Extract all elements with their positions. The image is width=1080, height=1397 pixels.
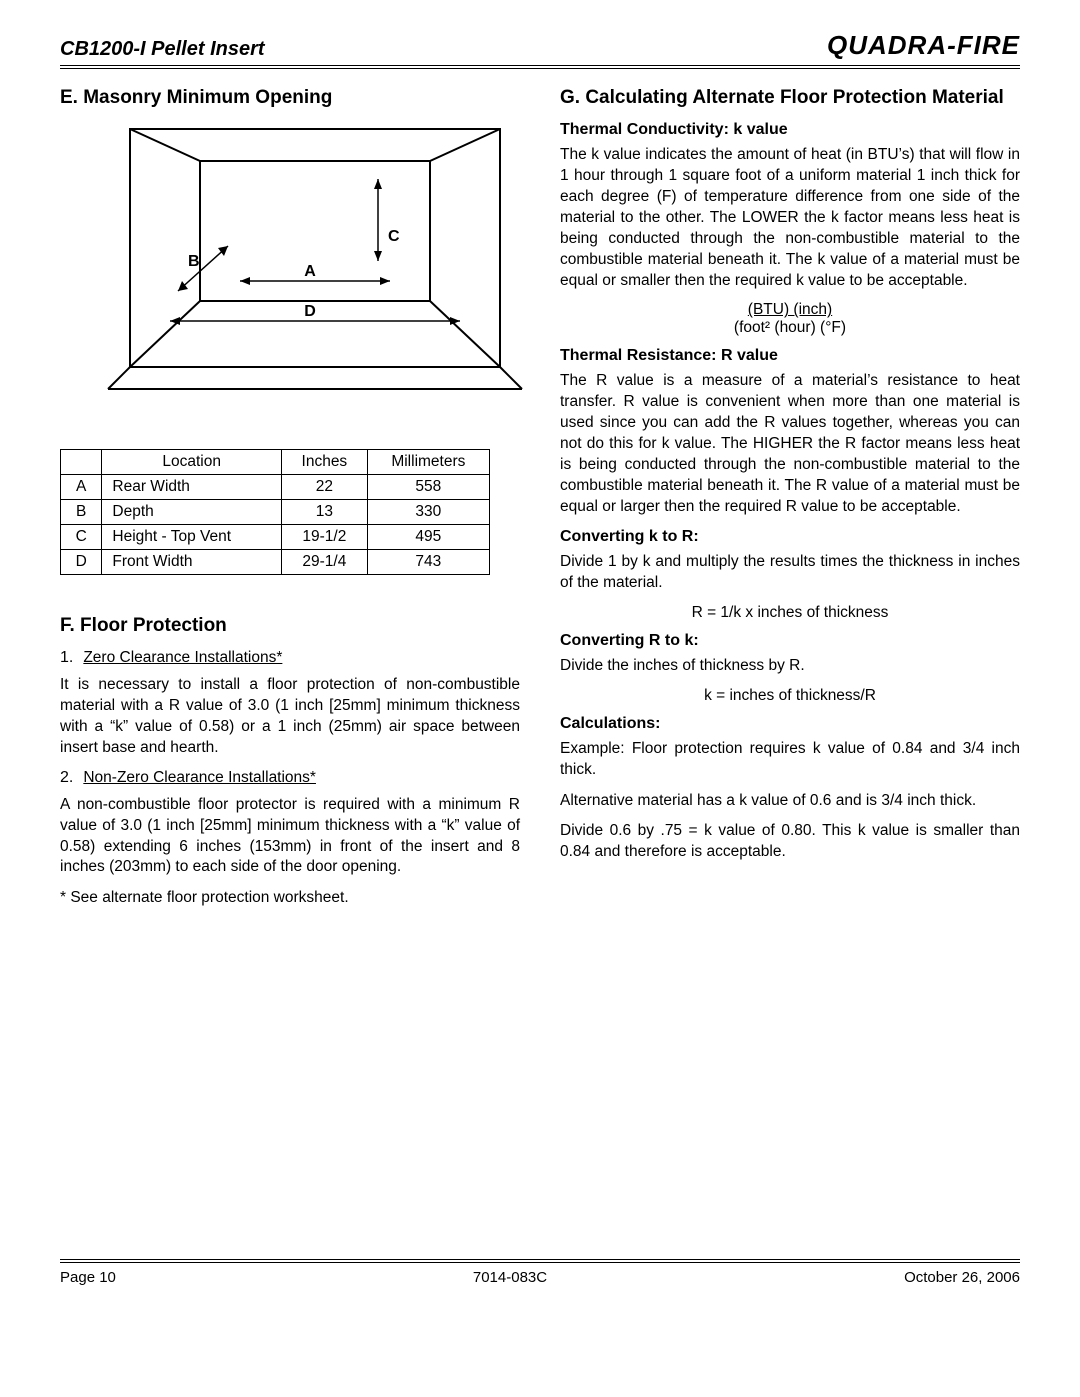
table-row: A Rear Width 22 558 (61, 475, 490, 500)
cell-mm: 743 (367, 550, 489, 575)
col-location: Location (102, 450, 282, 475)
dimensions-table: Location Inches Millimeters A Rear Width… (60, 449, 490, 575)
calc-heading: Calculations: (560, 715, 1020, 733)
col-mm: Millimeters (367, 450, 489, 475)
f2-item: 2. Non-Zero Clearance Installations* (60, 769, 520, 787)
table-row: D Front Width 29-1/4 743 (61, 550, 490, 575)
cell-in: 22 (281, 475, 367, 500)
rtok-heading: Converting R to k: (560, 632, 1020, 650)
cell-key: D (61, 550, 102, 575)
f1-number: 1. (60, 649, 73, 667)
masonry-diagram: A B C D (60, 121, 520, 431)
col-key (61, 450, 102, 475)
cell-loc: Rear Width (102, 475, 282, 500)
ktor-body: Divide 1 by k and multiply the results t… (560, 552, 1020, 594)
cell-loc: Depth (102, 500, 282, 525)
tr-heading: Thermal Resistance: R value (560, 347, 1020, 365)
cell-key: A (61, 475, 102, 500)
cell-mm: 495 (367, 525, 489, 550)
tc-formula-bot: (foot² (hour) (°F) (734, 319, 846, 336)
ktor-heading: Converting k to R: (560, 528, 1020, 546)
ktor-formula: R = 1/k x inches of thickness (560, 604, 1020, 622)
cell-key: B (61, 500, 102, 525)
tc-body: The k value indicates the amount of heat… (560, 145, 1020, 291)
cell-in: 13 (281, 500, 367, 525)
f2-number: 2. (60, 769, 73, 787)
cell-mm: 330 (367, 500, 489, 525)
cell-mm: 558 (367, 475, 489, 500)
rtok-body: Divide the inches of thickness by R. (560, 656, 1020, 677)
section-f-heading: F. Floor Protection (60, 615, 520, 637)
calc-p2: Alternative material has a k value of 0.… (560, 791, 1020, 812)
page-footer: Page 10 7014-083C October 26, 2006 (60, 1259, 1020, 1286)
doc-title: CB1200-I Pellet Insert (60, 38, 265, 61)
f1-body: It is necessary to install a floor prote… (60, 675, 520, 759)
diagram-label-b: B (188, 253, 200, 270)
cell-in: 29-1/4 (281, 550, 367, 575)
tc-formula: (BTU) (inch) (foot² (hour) (°F) (560, 301, 1020, 337)
cell-key: C (61, 525, 102, 550)
f1-item: 1. Zero Clearance Installations* (60, 649, 520, 667)
content-columns: E. Masonry Minimum Opening (60, 87, 1020, 919)
footer-page: Page 10 (60, 1269, 116, 1286)
diagram-label-a: A (304, 263, 316, 280)
brand-logo: QUADRA-FIRE (827, 30, 1020, 61)
f2-body: A non-combustible floor protector is req… (60, 795, 520, 879)
section-e-heading: E. Masonry Minimum Opening (60, 87, 520, 109)
tr-body: The R value is a measure of a material’s… (560, 371, 1020, 517)
table-header-row: Location Inches Millimeters (61, 450, 490, 475)
footer-date: October 26, 2006 (904, 1269, 1020, 1286)
f1-heading: Zero Clearance Installations* (83, 649, 282, 667)
diagram-label-d: D (304, 303, 316, 320)
calc-p3: Divide 0.6 by .75 = k value of 0.80. Thi… (560, 821, 1020, 863)
diagram-svg: A B C D (100, 121, 530, 411)
cell-in: 19-1/2 (281, 525, 367, 550)
tc-heading: Thermal Conductivity: k value (560, 121, 1020, 139)
left-column: E. Masonry Minimum Opening (60, 87, 520, 919)
table-row: B Depth 13 330 (61, 500, 490, 525)
right-column: G. Calculating Alternate Floor Protectio… (560, 87, 1020, 919)
section-g-heading: G. Calculating Alternate Floor Protectio… (560, 87, 1020, 109)
f2-heading: Non-Zero Clearance Installations* (83, 769, 316, 787)
footer-docnum: 7014-083C (473, 1269, 547, 1286)
page-header: CB1200-I Pellet Insert QUADRA-FIRE (60, 30, 1020, 69)
cell-loc: Height - Top Vent (102, 525, 282, 550)
tc-formula-top: (BTU) (inch) (748, 301, 832, 318)
table-row: C Height - Top Vent 19-1/2 495 (61, 525, 490, 550)
f-note: * See alternate floor protection workshe… (60, 888, 520, 909)
cell-loc: Front Width (102, 550, 282, 575)
rtok-formula: k = inches of thickness/R (560, 687, 1020, 705)
diagram-label-c: C (388, 228, 400, 245)
calc-p1: Example: Floor protection requires k val… (560, 739, 1020, 781)
col-inches: Inches (281, 450, 367, 475)
